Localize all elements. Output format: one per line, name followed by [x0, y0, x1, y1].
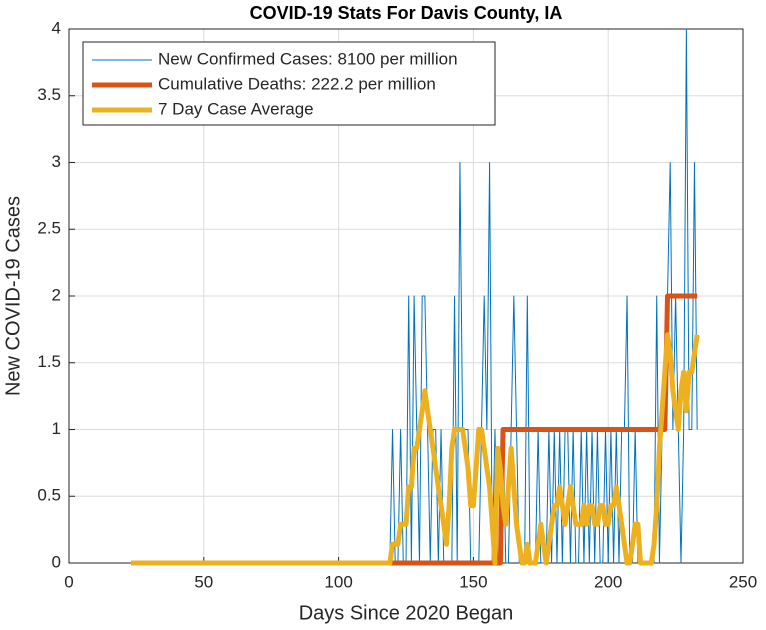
y-tick-label: 1 — [52, 419, 61, 438]
y-tick-label: 2.5 — [37, 219, 61, 238]
x-tick-label: 250 — [729, 572, 757, 591]
y-tick-label: 0 — [52, 552, 61, 571]
x-tick-label: 200 — [594, 572, 622, 591]
legend-label: 7 Day Case Average — [158, 99, 314, 118]
legend-label: Cumulative Deaths: 222.2 per million — [158, 74, 436, 93]
y-tick-label: 3.5 — [37, 85, 61, 104]
x-tick-label: 150 — [459, 572, 487, 591]
y-tick-label: 1.5 — [37, 352, 61, 371]
y-tick-label: 0.5 — [37, 486, 61, 505]
x-tick-label: 50 — [194, 572, 213, 591]
legend: New Confirmed Cases: 8100 per million Cum… — [82, 41, 496, 126]
y-tick-label: 2 — [52, 285, 61, 304]
y-tick-label: 3 — [52, 152, 61, 171]
y-tick-label: 4 — [52, 18, 61, 37]
x-axis-label: Days Since 2020 Began — [299, 602, 514, 624]
x-tick-label: 0 — [64, 572, 73, 591]
legend-label: New Confirmed Cases: 8100 per million — [158, 49, 458, 68]
series-line — [131, 332, 700, 566]
chart-title: COVID-19 Stats For Davis County, IA — [250, 3, 563, 23]
y-axis-label: New COVID-19 Cases — [2, 196, 24, 396]
x-tick-label: 100 — [324, 572, 352, 591]
